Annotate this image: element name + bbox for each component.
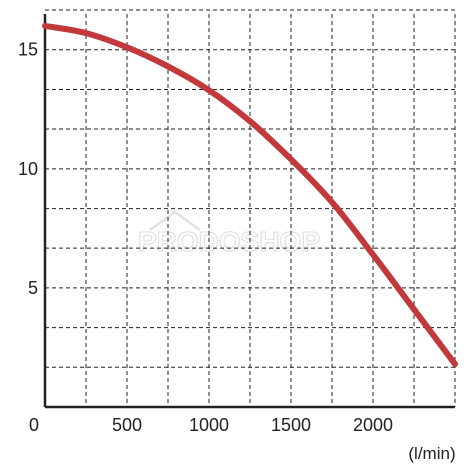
- y-tick-label: 10: [18, 159, 38, 179]
- series-layer: [42, 22, 458, 368]
- series-line: [42, 22, 458, 368]
- grid: [45, 9, 456, 407]
- x-tick-label: 500: [112, 415, 142, 435]
- x-tick-label: 2000: [353, 415, 393, 435]
- x-axis-unit-label: (l/min): [408, 444, 455, 463]
- x-tick-label: 1500: [271, 415, 311, 435]
- y-tick-label: 15: [18, 40, 38, 60]
- watermark-text: PRODOSHOP: [138, 226, 320, 257]
- labels: 5 10 15 500 1000 1500 2000 0 (l/min): [18, 40, 456, 463]
- watermark-logo: PRODOSHOP: [137, 210, 321, 258]
- y-tick-label: 5: [28, 278, 38, 298]
- axes: [43, 14, 455, 409]
- origin-label: 0: [29, 415, 39, 435]
- x-tick-label: 1000: [189, 415, 229, 435]
